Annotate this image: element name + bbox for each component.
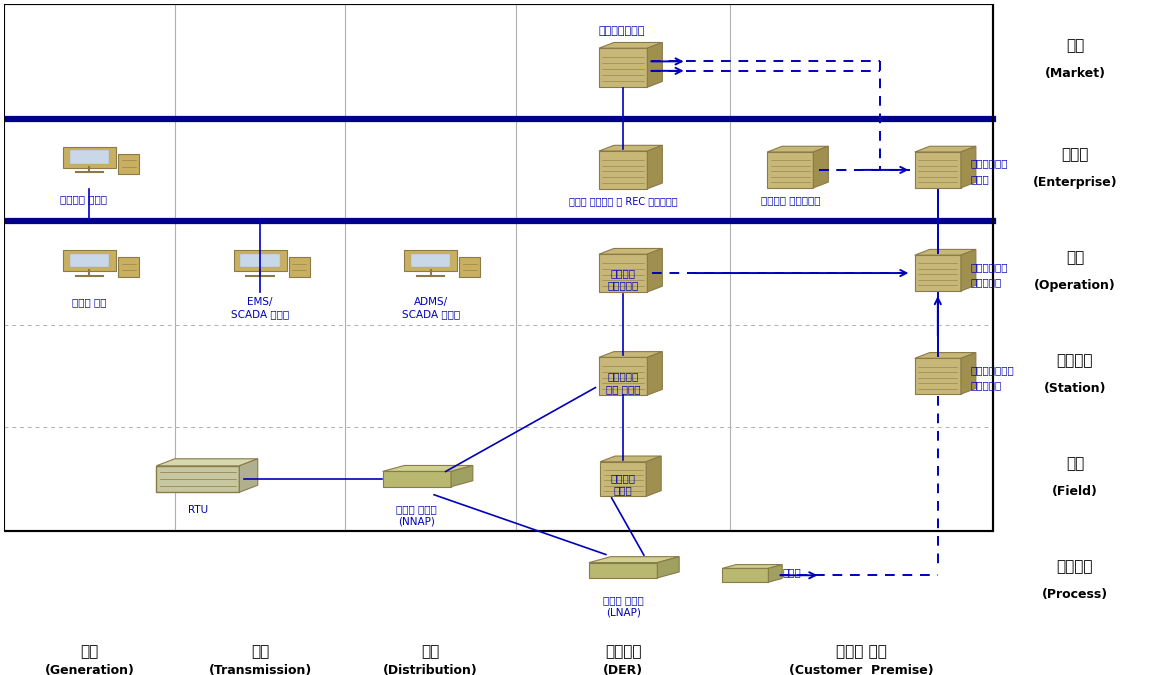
- Text: 소규모 전력중개 및 REC 거래시스템: 소규모 전력중개 및 REC 거래시스템: [569, 196, 678, 207]
- Text: 전력거래시스템: 전력거래시스템: [599, 26, 646, 36]
- FancyBboxPatch shape: [289, 256, 310, 277]
- Text: (Operation): (Operation): [1034, 279, 1116, 292]
- Polygon shape: [961, 352, 976, 394]
- Text: 프로세스: 프로세스: [1057, 559, 1094, 574]
- Text: 스테이션: 스테이션: [1057, 353, 1094, 368]
- Text: 발전: 발전: [80, 645, 99, 659]
- Polygon shape: [722, 564, 783, 568]
- FancyBboxPatch shape: [70, 254, 109, 267]
- Bar: [915, 152, 961, 188]
- Text: 수요반응 거래시스템: 수요반응 거래시스템: [760, 195, 820, 205]
- Text: 발전량 관리: 발전량 관리: [72, 297, 107, 307]
- Polygon shape: [915, 352, 976, 358]
- Text: (NNAP): (NNAP): [398, 517, 435, 526]
- Text: ADMS/
SCADA 시스템: ADMS/ SCADA 시스템: [402, 297, 460, 319]
- Polygon shape: [722, 568, 769, 583]
- FancyBboxPatch shape: [240, 254, 280, 267]
- Polygon shape: [239, 459, 258, 492]
- FancyBboxPatch shape: [63, 250, 116, 271]
- Polygon shape: [814, 146, 828, 188]
- Polygon shape: [767, 146, 828, 152]
- Bar: [915, 358, 961, 394]
- Text: 수집 시스템: 수집 시스템: [606, 384, 641, 394]
- Text: (Customer  Premise): (Customer Premise): [789, 664, 935, 675]
- Text: (Market): (Market): [1045, 68, 1105, 80]
- Text: 계량기: 계량기: [783, 567, 801, 577]
- Bar: [599, 357, 648, 395]
- Polygon shape: [599, 248, 662, 254]
- Text: (Distribution): (Distribution): [383, 664, 478, 675]
- Polygon shape: [599, 43, 662, 48]
- Bar: [599, 151, 648, 189]
- Text: EMS/
SCADA 시스템: EMS/ SCADA 시스템: [231, 297, 289, 319]
- Bar: [600, 462, 647, 496]
- Text: 연계시스템: 연계시스템: [971, 380, 1001, 390]
- Bar: [767, 152, 814, 188]
- Text: (Field): (Field): [1052, 485, 1098, 498]
- FancyBboxPatch shape: [233, 250, 287, 271]
- Bar: [599, 254, 648, 292]
- Polygon shape: [383, 471, 452, 487]
- Text: (DER): (DER): [603, 664, 643, 675]
- Text: 고객자동입찰: 고객자동입찰: [971, 159, 1008, 169]
- Text: 분산자원: 분산자원: [605, 645, 641, 659]
- FancyBboxPatch shape: [404, 250, 457, 271]
- Polygon shape: [589, 562, 657, 578]
- Text: 지역망 접속점: 지역망 접속점: [603, 595, 643, 605]
- Polygon shape: [383, 466, 473, 471]
- Polygon shape: [600, 456, 661, 462]
- Text: 시스템: 시스템: [614, 485, 633, 495]
- Text: 분산자원: 분산자원: [611, 268, 636, 278]
- Polygon shape: [452, 466, 473, 487]
- Text: (Transmission): (Transmission): [209, 664, 311, 675]
- Text: (Station): (Station): [1044, 382, 1106, 396]
- Text: 소비자 구내: 소비자 구내: [836, 645, 887, 659]
- Text: 전력자원보유: 전력자원보유: [971, 262, 1008, 272]
- Polygon shape: [961, 146, 976, 188]
- Text: 발전거래 시스템: 발전거래 시스템: [60, 194, 107, 204]
- Text: 시장: 시장: [1066, 38, 1084, 53]
- Bar: [5, 4, 993, 531]
- FancyBboxPatch shape: [460, 256, 481, 277]
- Text: 관리시스템: 관리시스템: [971, 277, 1001, 287]
- FancyBboxPatch shape: [118, 153, 139, 173]
- Polygon shape: [648, 43, 662, 87]
- Text: 계량데이터: 계량데이터: [607, 371, 639, 381]
- Text: 배전: 배전: [421, 645, 440, 659]
- Text: 필드: 필드: [1066, 456, 1084, 471]
- Text: 송전: 송전: [251, 645, 269, 659]
- Polygon shape: [961, 249, 976, 291]
- Polygon shape: [648, 352, 662, 395]
- FancyBboxPatch shape: [411, 254, 450, 267]
- Polygon shape: [915, 249, 976, 255]
- FancyBboxPatch shape: [70, 151, 109, 164]
- FancyBboxPatch shape: [63, 146, 116, 168]
- FancyBboxPatch shape: [118, 256, 139, 277]
- Bar: [157, 466, 239, 492]
- Text: 시스템: 시스템: [971, 173, 989, 184]
- Polygon shape: [657, 557, 679, 578]
- Polygon shape: [589, 557, 679, 562]
- Text: (LNAP): (LNAP): [606, 608, 641, 618]
- Text: (Enterprise): (Enterprise): [1032, 176, 1117, 189]
- Text: 이웃망 접속점: 이웃망 접속점: [396, 504, 438, 514]
- Polygon shape: [599, 352, 662, 357]
- Text: (Process): (Process): [1041, 588, 1108, 601]
- Text: 사업자: 사업자: [1061, 146, 1089, 162]
- Polygon shape: [648, 248, 662, 292]
- Text: (Generation): (Generation): [44, 664, 135, 675]
- Polygon shape: [599, 145, 662, 151]
- Bar: [599, 48, 648, 87]
- Polygon shape: [769, 564, 783, 583]
- Text: RTU: RTU: [188, 506, 208, 516]
- Polygon shape: [915, 146, 976, 152]
- Text: 고객계량데이터: 고객계량데이터: [971, 365, 1014, 375]
- Polygon shape: [157, 459, 258, 466]
- Bar: [915, 255, 961, 291]
- Text: 전단처리: 전단처리: [611, 472, 636, 483]
- Text: 관리시스템: 관리시스템: [607, 281, 639, 291]
- Text: 운영: 운영: [1066, 250, 1084, 265]
- Polygon shape: [647, 456, 661, 496]
- Polygon shape: [648, 145, 662, 189]
